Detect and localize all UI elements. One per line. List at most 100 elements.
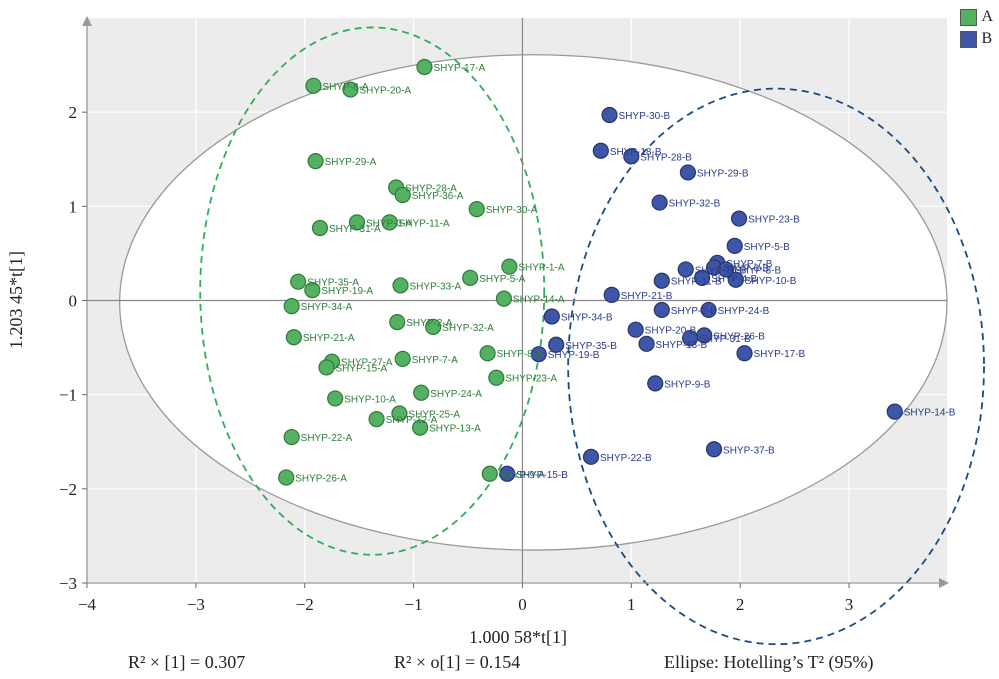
point-label: SHYP-29-B — [697, 168, 749, 179]
point-label: SHYP-22-A — [301, 433, 353, 444]
point-a — [381, 214, 398, 231]
ellipse-group-B — [567, 87, 985, 646]
point-label: SHYP-7-A — [412, 355, 458, 366]
point-a — [307, 153, 324, 170]
point-b — [530, 346, 547, 363]
point-a — [425, 318, 442, 335]
point-label: SHYP-5-A — [479, 274, 525, 285]
point-a — [391, 405, 408, 422]
y-tick-label: −1 — [59, 386, 77, 405]
point-label: SHYP-37-B — [723, 445, 775, 456]
point-label: SHYP-34-B — [561, 313, 613, 324]
point-a — [416, 58, 433, 76]
legend-item-a: A — [960, 6, 993, 28]
point-b — [653, 272, 670, 289]
x-axis-title: 1.000 58*t[1] — [469, 627, 567, 647]
y-tick-label: −2 — [59, 480, 77, 499]
point-label: SHYP-22-B — [600, 453, 652, 464]
point-a — [413, 384, 430, 401]
point-b — [653, 301, 670, 319]
r2x-stat: R² × [1] = 0.307 — [128, 652, 246, 672]
point-b — [647, 375, 664, 392]
point-b — [681, 330, 699, 347]
point-label: SHYP-11-B — [671, 277, 722, 288]
point-label: SHYP-15-A — [335, 363, 387, 374]
point-label: SHYP-28-A — [405, 184, 457, 195]
point-label: SHYP-18-B — [610, 147, 662, 158]
point-a — [495, 290, 513, 307]
point-b — [592, 142, 609, 159]
point-label: SHYP-1-A — [518, 263, 564, 274]
point-label: SHYP-4-B — [711, 274, 757, 285]
point-b — [717, 261, 735, 278]
point-b — [693, 269, 711, 286]
point-a — [501, 258, 518, 275]
point-label: SHYP-8-A — [497, 349, 543, 360]
point-label: SHYP-13-A — [429, 424, 481, 435]
point-b — [705, 441, 723, 458]
legend: A B — [960, 6, 993, 50]
point-a — [278, 469, 295, 486]
legend-label-a: A — [981, 8, 993, 25]
point-label: SHYP-2-A — [406, 318, 452, 329]
point-a — [389, 314, 406, 331]
y-axis-title: 1.203 45*t[1] — [6, 251, 26, 349]
point-b — [651, 194, 668, 211]
point-b — [677, 261, 694, 278]
point-label: SHYP-10-B — [745, 276, 797, 287]
point-label: SHYP-19-B — [548, 350, 600, 361]
point-a — [394, 186, 411, 204]
point-a — [348, 214, 366, 231]
point-label: SHYP-36-A — [412, 191, 464, 202]
point-b — [726, 237, 743, 254]
point-label: SHYP-32-A — [442, 323, 494, 334]
legend-item-b: B — [960, 28, 993, 50]
point-label: SHYP-14-A — [513, 295, 565, 306]
point-label: SHYP-12-A — [386, 415, 438, 426]
point-label: SHYP-13-B — [656, 340, 708, 351]
point-label: SHYP-31-A — [329, 224, 381, 235]
point-label: SHYP-35-B — [565, 341, 617, 352]
point-label: SHYP-20-B — [645, 326, 697, 337]
point-label: SHYP-17-A — [433, 63, 485, 74]
point-b — [627, 321, 644, 338]
y-tick-label: −3 — [59, 574, 77, 593]
point-label: SHYP-5-B — [744, 242, 790, 253]
point-a — [394, 350, 411, 367]
point-a — [290, 273, 307, 290]
x-tick-label: 3 — [845, 595, 854, 614]
point-label: SHYP-9-A — [499, 470, 545, 481]
point-b — [548, 336, 565, 353]
point-label: SHYP-8-A — [322, 82, 368, 93]
point-label: SHYP-35-A — [307, 278, 359, 289]
point-label: SHYP-29-A — [325, 157, 377, 168]
point-label: SHYP-25-A — [408, 410, 460, 421]
point-label: SHYP-21-A — [303, 333, 355, 344]
point-label: SHYP-6-B — [723, 264, 769, 275]
ellipse-note: Ellipse: Hotelling’s T² (95%) — [664, 652, 874, 672]
point-label: SHYP-33-A — [410, 281, 462, 292]
data-points — [278, 58, 903, 486]
point-label: SHYP-32-B — [669, 199, 721, 210]
point-a — [283, 298, 300, 315]
point-labels: SHYP-17-ASHYP-8-ASHYP-20-ASHYP-29-ASHYP-… — [295, 63, 956, 485]
point-label: SHYP-26-B — [713, 331, 765, 342]
r2xo-stat: R² × o[1] = 0.154 — [394, 652, 521, 672]
point-b — [736, 345, 753, 362]
point-b — [601, 106, 618, 124]
point-label: SHYP-20-A — [359, 86, 411, 97]
point-b — [638, 335, 655, 352]
x-tick-label: −2 — [296, 595, 314, 614]
point-a — [285, 329, 302, 346]
point-label: SHYP-23-A — [505, 374, 557, 385]
x-tick-label: 1 — [627, 595, 636, 614]
point-a — [342, 81, 359, 98]
point-b — [730, 210, 748, 227]
point-label: SHYP-24-B — [718, 306, 770, 317]
point-label: SHYP-15-B — [516, 470, 568, 481]
point-a — [468, 201, 485, 218]
x-tick-label: −4 — [78, 595, 97, 614]
point-label: SHYP-11-A — [399, 218, 450, 229]
ellipses — [119, 26, 985, 646]
